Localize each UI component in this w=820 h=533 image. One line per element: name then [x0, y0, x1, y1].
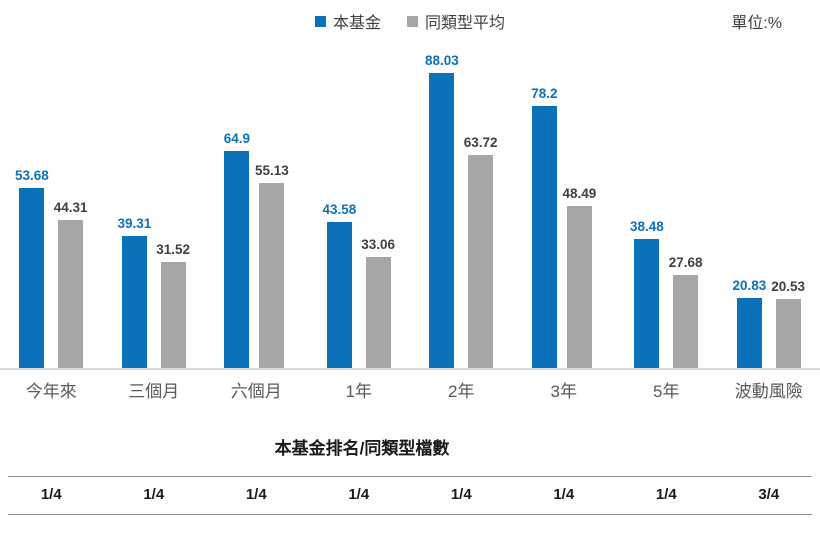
average-bar-wrap: 27.68 [669, 255, 703, 368]
fund-value-label: 88.03 [424, 53, 459, 68]
average-bar-wrap: 33.06 [361, 237, 395, 368]
rank-cell: 1/4 [553, 486, 575, 503]
category-label: 1年 [345, 382, 372, 401]
legend: 本基金 同類型平均 [314, 9, 505, 33]
category-label: 5年 [653, 382, 680, 401]
average-bar [160, 262, 186, 368]
fund-bar [634, 239, 660, 368]
average-bar-wrap: 20.53 [771, 279, 805, 368]
fund-value-label: 78.2 [531, 85, 558, 101]
average-bar [259, 183, 285, 368]
chart-area: 53.68 44.31 39.31 31.52 64.9 55.13 43.58 33.06 8… [0, 40, 820, 370]
fund-value-label: 38.48 [629, 219, 664, 234]
fund-bar [429, 73, 455, 368]
category-label: 今年來 [25, 382, 77, 401]
fund-bar-wrap: 20.83 [732, 278, 766, 368]
fund-bar-wrap: 64.9 [223, 130, 250, 368]
fund-bar-wrap: 53.68 [15, 168, 49, 368]
legend-item-fund: 本基金 [314, 9, 381, 33]
fund-bar [531, 105, 557, 368]
category-label: 3年 [550, 382, 577, 401]
rank-cell: 1/4 [450, 486, 472, 503]
bar-group: 38.48 27.68 [615, 40, 718, 368]
fund-bar-wrap: 88.03 [425, 53, 459, 368]
rank-table-bottom-rule [8, 514, 812, 515]
average-bar [673, 275, 699, 368]
average-bar [566, 205, 592, 368]
category-label: 六個月 [230, 382, 282, 401]
rank-section: 本基金排名/同類型檔數 1/4 1/4 1/4 1/4 1/4 1/4 1/4 3/4 [0, 438, 820, 515]
average-bar-wrap: 44.31 [53, 199, 88, 368]
rank-cell: 3/4 [758, 486, 780, 503]
fund-bar-wrap: 43.58 [322, 202, 356, 368]
fund-value-label: 64.9 [223, 130, 250, 146]
bar-group: 20.83 20.53 [718, 40, 820, 368]
fund-bar [19, 188, 45, 368]
average-bar [58, 219, 84, 368]
average-value-label: 63.72 [463, 134, 498, 150]
average-value-label: 20.53 [771, 279, 806, 295]
category-label: 2年 [448, 382, 475, 401]
fund-value-label: 20.83 [732, 278, 767, 294]
bar-group: 39.31 31.52 [103, 40, 206, 368]
average-value-label: 33.06 [361, 237, 396, 253]
fund-value-label: 39.31 [117, 216, 152, 232]
rank-table-title: 本基金排名/同類型檔數 [274, 439, 450, 458]
legend-label: 同類型平均 [425, 15, 506, 32]
legend-item-average: 同類型平均 [407, 9, 505, 33]
rank-cell: 1/4 [143, 486, 165, 503]
rank-cell: 1/4 [655, 486, 677, 503]
average-legend-swatch-icon [407, 15, 418, 27]
average-bar [775, 299, 801, 368]
category-label: 波動風險 [734, 382, 803, 401]
fund-legend-swatch-icon [314, 15, 326, 27]
average-bar-wrap: 55.13 [255, 163, 289, 368]
category-axis: 今年來 三個月 六個月 1年 2年 3年 5年 波動風險 [0, 370, 820, 404]
rank-cell: 1/4 [348, 486, 370, 503]
rank-table-top-rule [8, 476, 812, 477]
average-value-label: 44.31 [53, 199, 88, 215]
rank-cell: 1/4 [245, 486, 267, 503]
rank-cell: 1/4 [40, 486, 62, 503]
fund-bar [224, 150, 250, 368]
average-bar [365, 257, 391, 368]
fund-bar [736, 298, 762, 368]
category-label: 三個月 [128, 382, 180, 401]
average-bar-wrap: 63.72 [463, 134, 498, 368]
average-value-label: 55.13 [254, 163, 289, 179]
average-value-label: 31.52 [156, 242, 191, 258]
average-bar-wrap: 48.49 [562, 185, 597, 368]
bar-group: 88.03 63.72 [410, 40, 513, 368]
legend-label: 本基金 [332, 15, 381, 32]
fund-bar-wrap: 78.2 [531, 86, 557, 368]
average-value-label: 48.49 [562, 185, 597, 201]
rank-table-row: 1/4 1/4 1/4 1/4 1/4 1/4 1/4 3/4 [0, 477, 820, 514]
fund-bar [326, 222, 352, 368]
average-bar-wrap: 31.52 [156, 242, 190, 368]
unit-label: 單位:% [731, 15, 782, 32]
average-bar [468, 154, 494, 368]
fund-bar-wrap: 38.48 [630, 219, 664, 368]
chart-header: 本基金 同類型平均 單位:% [0, 0, 820, 40]
fund-value-label: 43.58 [322, 202, 357, 217]
fund-bar-wrap: 39.31 [117, 216, 151, 368]
fund-bar [121, 236, 147, 368]
bar-group: 53.68 44.31 [0, 40, 103, 368]
bar-group: 78.2 48.49 [513, 40, 616, 368]
bar-group: 43.58 33.06 [308, 40, 411, 368]
fund-value-label: 53.68 [14, 168, 49, 184]
bar-group: 64.9 55.13 [205, 40, 308, 368]
average-value-label: 27.68 [668, 255, 703, 271]
